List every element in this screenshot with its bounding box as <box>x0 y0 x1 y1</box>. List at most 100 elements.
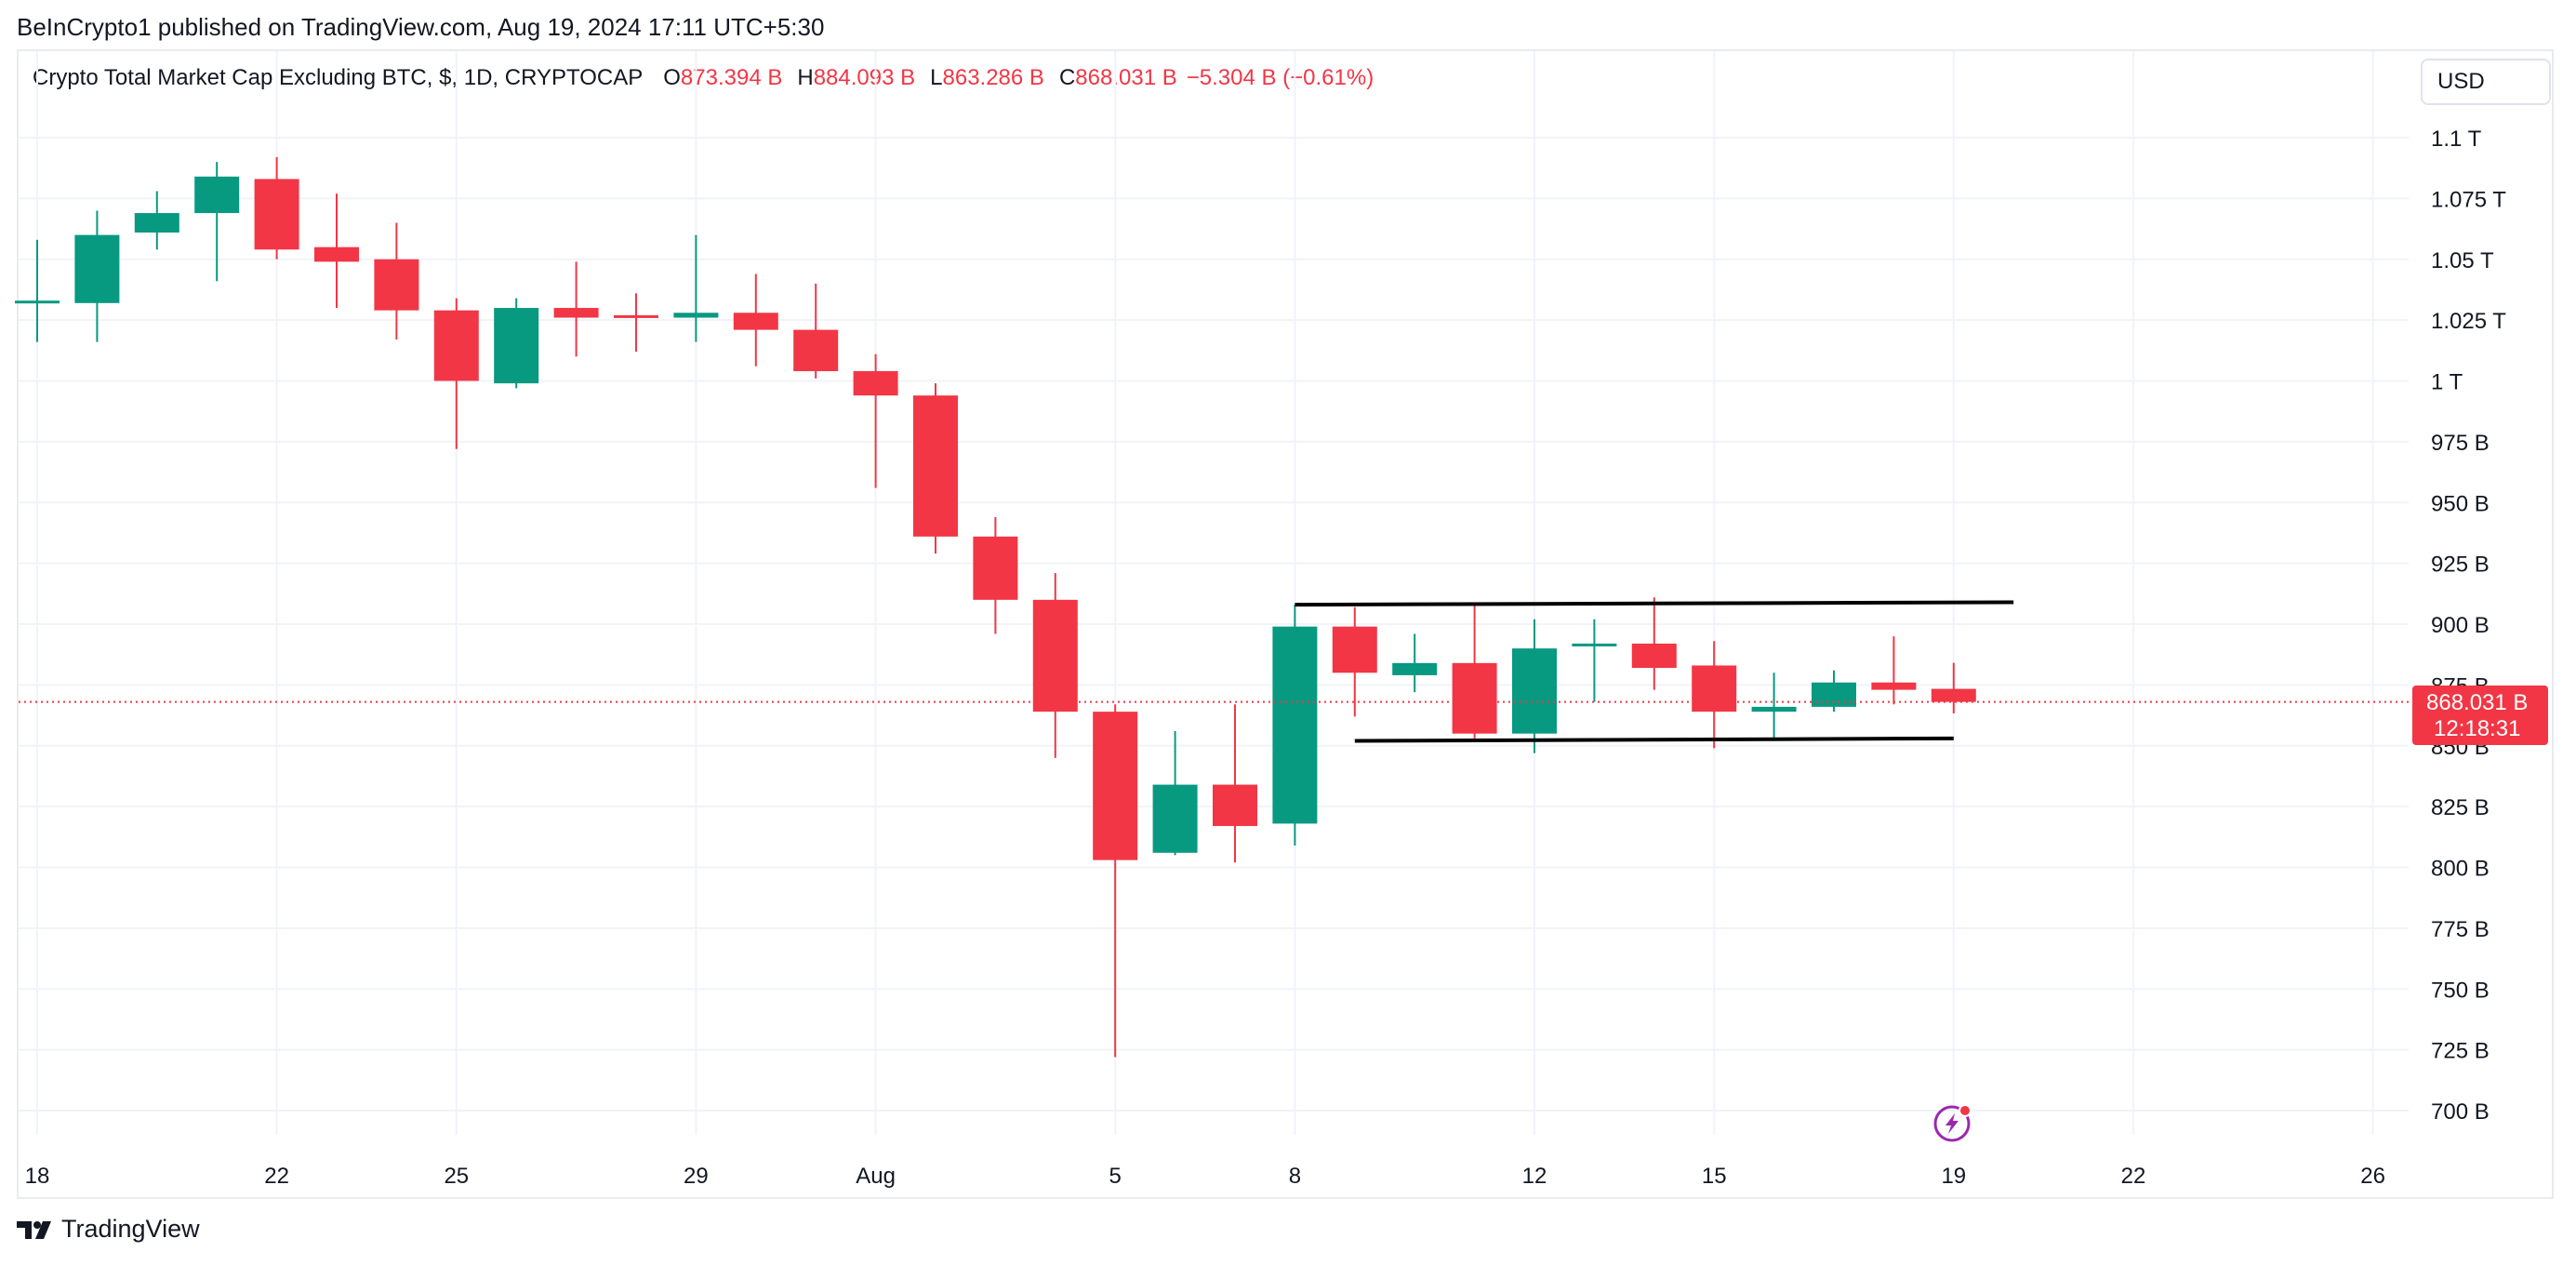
y-tick-label: 1.05 T <box>2431 248 2494 273</box>
candle-body <box>1812 682 1856 707</box>
candle <box>1512 619 1557 753</box>
x-tick-label: 22 <box>264 1164 289 1189</box>
candle <box>913 383 958 554</box>
candle-body <box>1332 626 1377 673</box>
candle <box>673 234 719 342</box>
candle-body <box>433 310 479 381</box>
candle-body <box>1871 682 1917 690</box>
candle <box>314 193 359 309</box>
tradingview-brand: TradingView <box>61 1215 200 1243</box>
tradingview-logo[interactable]: TradingView <box>17 1215 200 1244</box>
change-value: −5.304 B (−0.61%) <box>1186 65 1374 90</box>
x-tick-label: 12 <box>1522 1164 1547 1189</box>
candle-body <box>1093 712 1138 860</box>
candle <box>1692 641 1737 749</box>
y-tick-label: 1.075 T <box>2431 187 2506 212</box>
candle-body <box>74 234 120 303</box>
published-line: BeInCrypto1 published on TradingView.com… <box>17 13 825 41</box>
candle <box>1931 662 1976 714</box>
candle-body <box>15 300 60 304</box>
x-tick-label: 26 <box>2360 1164 2385 1189</box>
y-tick-label: 975 B <box>2431 431 2490 456</box>
candle-body <box>1392 662 1438 675</box>
x-axis-labels: 18 22 25 29 Aug 5 8 12 15 19 22 26 <box>25 1164 2385 1189</box>
open-value: 873.394 B <box>680 65 783 90</box>
x-tick-label: Aug <box>856 1164 896 1189</box>
candle <box>494 298 539 389</box>
chart-frame <box>17 49 2554 1199</box>
candle-body <box>1152 784 1198 853</box>
grid-lines <box>19 51 2409 1135</box>
high-label: H <box>797 65 814 90</box>
y-tick-label: 750 B <box>2431 978 2490 1003</box>
x-tick-label: 15 <box>1702 1164 1727 1189</box>
candle-body <box>553 308 599 318</box>
candle <box>553 261 599 357</box>
candle <box>74 210 120 342</box>
y-tick-label: 925 B <box>2431 553 2490 578</box>
candle-body <box>733 313 778 330</box>
x-tick-label: 25 <box>444 1164 469 1189</box>
candle <box>973 516 1018 634</box>
candle <box>1093 704 1138 1058</box>
x-tick-label: 19 <box>1941 1164 1966 1189</box>
candle <box>1751 672 1797 741</box>
low-label: L <box>930 65 943 90</box>
candle <box>194 162 240 282</box>
candle <box>1392 633 1438 693</box>
y-tick-label: 1.025 T <box>2431 309 2506 334</box>
x-tick-label: 8 <box>1289 1164 1301 1189</box>
high-value: 884.093 B <box>813 65 916 90</box>
candle-body <box>1751 706 1797 712</box>
candle <box>1812 670 1856 712</box>
flash-icon[interactable] <box>1933 1104 1972 1142</box>
y-tick-label: 950 B <box>2431 491 2490 516</box>
candle <box>1332 606 1377 717</box>
symbol-legend: Crypto Total Market Cap Excluding BTC, $… <box>33 65 1383 91</box>
candle-body <box>194 176 240 214</box>
candle-body <box>614 314 658 318</box>
y-tick-label: 900 B <box>2431 613 2490 638</box>
candle-body <box>1631 643 1677 669</box>
price-tag-box <box>2412 686 2548 745</box>
candle <box>1871 636 1917 705</box>
price-tag-countdown: 12:18:31 <box>2434 716 2520 741</box>
x-tick-label: 5 <box>1109 1164 1122 1189</box>
close-label: C <box>1058 65 1076 90</box>
y-tick-label: 825 B <box>2431 795 2490 820</box>
currency-button[interactable]: USD <box>2421 59 2551 105</box>
candle-body <box>1272 626 1318 824</box>
candle <box>1631 597 1677 690</box>
candle <box>254 156 299 260</box>
candle-body <box>853 371 898 396</box>
candle-body <box>1931 688 1976 702</box>
price-tag: 868.031 B 12:18:31 <box>2412 686 2548 745</box>
open-label: O <box>663 65 681 90</box>
y-tick-label: 1 T <box>2431 370 2463 395</box>
symbol-name[interactable]: Crypto Total Market Cap Excluding BTC, $… <box>33 65 644 90</box>
candle-body <box>793 329 839 372</box>
low-value: 863.286 B <box>942 65 1044 90</box>
candle-body <box>134 213 179 233</box>
price-tag-value: 868.031 B <box>2426 690 2528 715</box>
candle <box>433 298 479 449</box>
candle-body <box>1512 648 1557 734</box>
candle <box>1152 731 1198 856</box>
tradingview-logo-icon <box>17 1220 51 1239</box>
candle-body <box>1032 599 1078 712</box>
x-tick-label: 18 <box>25 1164 50 1189</box>
y-tick-label: 725 B <box>2431 1039 2490 1064</box>
candle-body <box>314 246 359 262</box>
trend-lines[interactable] <box>1295 600 2014 743</box>
candle <box>374 222 419 340</box>
candle <box>134 191 179 250</box>
candle <box>1032 573 1078 758</box>
candle-body <box>1692 665 1737 712</box>
candle <box>733 273 778 366</box>
candle <box>15 239 60 342</box>
candle <box>1452 605 1497 739</box>
candle <box>614 293 658 353</box>
candle-body <box>673 313 719 318</box>
candle-body <box>1213 784 1257 827</box>
